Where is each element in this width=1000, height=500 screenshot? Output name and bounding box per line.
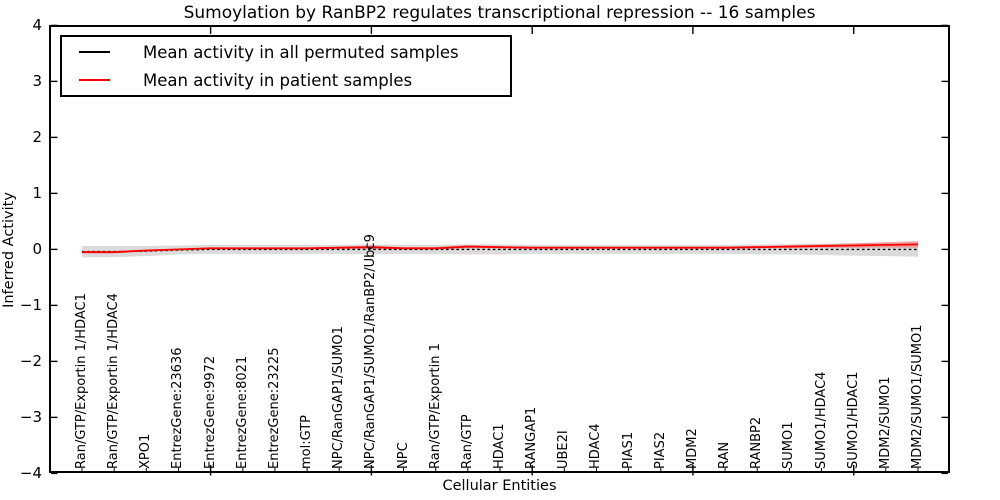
x-tick-label: NPC xyxy=(395,442,411,469)
y-axis-label: Inferred Activity xyxy=(1,192,17,308)
y-tick-label: −3 xyxy=(19,407,42,426)
x-tick-label: MDM2/SUMO1/SUMO1 xyxy=(910,324,925,469)
x-tick-label: EntrezGene:8021 xyxy=(234,355,250,469)
chart-title: Sumoylation by RanBP2 regulates transcri… xyxy=(183,3,816,23)
x-tick-label: RAN xyxy=(717,441,733,469)
y-tick-label: 2 xyxy=(32,127,42,146)
y-tick-label: −1 xyxy=(19,295,42,314)
x-tick-label: RANGAP1 xyxy=(524,406,540,469)
x-tick-label: RANBP2 xyxy=(749,416,765,469)
x-tick-label: SUMO1/HDAC4 xyxy=(813,371,829,469)
y-tick-label: 1 xyxy=(32,183,42,202)
legend-label: Mean activity in all permuted samples xyxy=(143,42,459,62)
x-tick-label: MDM2 xyxy=(684,428,700,469)
y-tick-label: 0 xyxy=(32,239,42,258)
legend-item: Mean activity in patient samples xyxy=(62,67,510,93)
chart-canvas xyxy=(51,24,948,476)
x-tick-label: PIAS2 xyxy=(652,431,668,469)
y-tick-label: 4 xyxy=(32,15,42,34)
legend-line-sample xyxy=(79,51,110,53)
x-tick-label: HDAC4 xyxy=(588,423,604,469)
x-tick-label: Ran/GTP/Exportin 1/HDAC4 xyxy=(106,293,122,469)
plot-area xyxy=(49,24,950,476)
x-tick-label: UBE2I xyxy=(556,430,572,469)
x-tick-label: mol:GTP xyxy=(299,415,315,469)
x-tick-label: EntrezGene:9972 xyxy=(202,355,218,469)
x-tick-label: PIAS1 xyxy=(620,431,636,469)
x-tick-label: SUMO1 xyxy=(781,421,797,470)
x-tick-label: NPC/RanGAP1/SUMO1/RanBP2/Ubc9 xyxy=(363,234,379,469)
legend-label: Mean activity in patient samples xyxy=(143,70,413,90)
series-line-patient xyxy=(82,243,919,254)
x-tick-label: Ran/GTP/Exportin 1/HDAC1 xyxy=(74,293,89,469)
x-axis-label: Cellular Entities xyxy=(442,478,557,494)
x-tick-label: XPO1 xyxy=(138,433,154,469)
y-tick-label: 3 xyxy=(32,71,42,90)
x-tick-label: SUMO1/HDAC1 xyxy=(845,371,861,469)
x-tick-label: HDAC1 xyxy=(492,423,507,469)
y-tick-label: −4 xyxy=(19,463,42,482)
legend: Mean activity in all permuted samples Mea… xyxy=(60,35,512,97)
legend-line-sample xyxy=(79,79,110,81)
x-tick-label: Ran/GTP xyxy=(459,414,475,469)
x-tick-label: MDM2/SUMO1 xyxy=(877,376,893,469)
legend-item: Mean activity in all permuted samples xyxy=(62,39,510,65)
x-tick-label: EntrezGene:23636 xyxy=(170,347,186,469)
x-tick-label: Ran/GTP/Exportin 1 xyxy=(427,343,443,469)
y-tick-label: −2 xyxy=(19,351,42,370)
x-tick-label: NPC/RanGAP1/SUMO1 xyxy=(331,326,347,469)
x-tick-label: EntrezGene:23225 xyxy=(266,347,282,469)
series-line-permuted xyxy=(82,248,918,253)
